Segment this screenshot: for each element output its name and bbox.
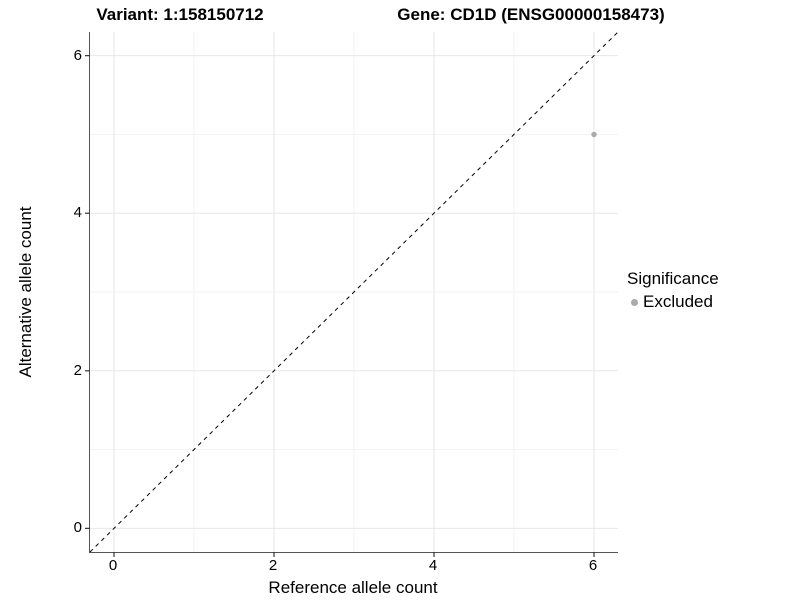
- y-tick-label: 2: [73, 361, 82, 379]
- y-tick-label: 6: [73, 46, 82, 64]
- identity-line: [89, 31, 619, 553]
- x-tick-label: 4: [428, 557, 438, 574]
- y-axis-title: Alternative allele count: [16, 206, 35, 378]
- plot-title-variant: Variant: 1:158150712: [96, 5, 264, 24]
- x-axis-title: Reference allele count: [268, 578, 438, 597]
- plot-panel: [85, 31, 619, 557]
- x-tick-label: 2: [268, 557, 278, 574]
- data-point: [591, 131, 597, 138]
- legend: Significance Excluded: [627, 269, 719, 312]
- plot-title-gene: Gene: CD1D (ENSG00000158473): [397, 5, 665, 24]
- x-tick-label: 6: [588, 557, 598, 574]
- plot-area-svg: [85, 31, 619, 557]
- y-tick-label: 4: [73, 204, 82, 222]
- legend-item-label: Excluded: [643, 292, 713, 311]
- x-tick-label: 0: [108, 557, 118, 574]
- legend-title: Significance: [627, 269, 719, 288]
- legend-item-excluded: Excluded: [627, 292, 719, 312]
- legend-point-icon: [631, 298, 638, 306]
- y-tick-label: 0: [73, 519, 82, 537]
